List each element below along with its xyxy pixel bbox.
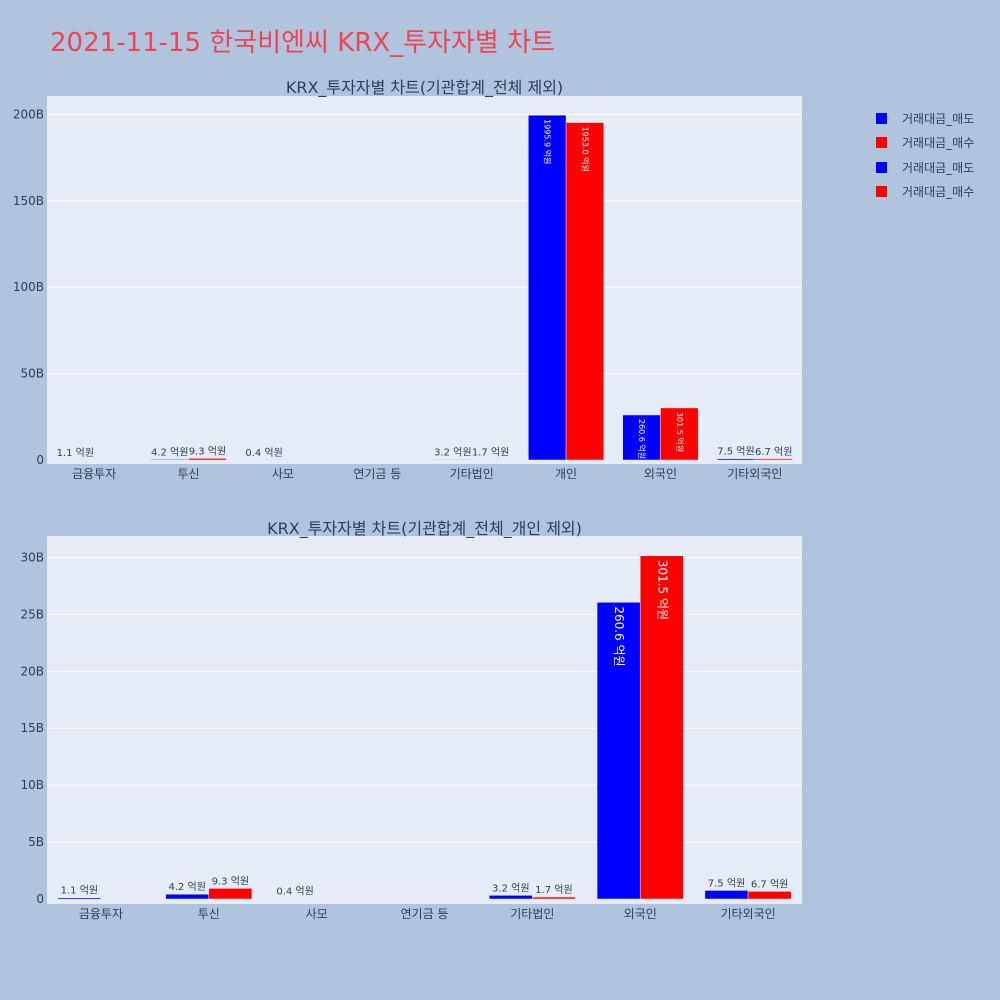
bar — [528, 114, 567, 461]
bar — [532, 896, 576, 900]
x-tick-label: 금융투자 — [72, 467, 116, 481]
y-tick-label: 15B — [20, 721, 44, 735]
bar — [704, 890, 749, 900]
y-tick-label: 0 — [36, 453, 44, 467]
bar — [716, 458, 756, 461]
data-label: 260.6 억원 — [637, 419, 647, 459]
page-title: 2021-11-15 한국비엔씨 KRX_투자자별 차트 — [50, 28, 555, 58]
data-label: 260.6 억원 — [612, 606, 626, 666]
bar — [150, 459, 189, 461]
bar — [660, 407, 699, 461]
data-label: 7.5 억원 — [717, 446, 754, 458]
data-label: 6.7 억원 — [751, 878, 788, 890]
data-label: 7.5 억원 — [708, 877, 745, 889]
x-tick-label: 기타외국인 — [720, 907, 775, 921]
y-tick-label: 25B — [20, 607, 44, 621]
legend-item[interactable]: 거래대금_매수 — [876, 131, 974, 156]
data-label: 0.4 억원 — [245, 447, 282, 459]
bar — [188, 458, 227, 461]
legend-label: 거래대금_매수 — [902, 185, 975, 200]
y-tick-label: 5B — [28, 835, 44, 849]
plot-background — [47, 536, 802, 904]
x-tick-label: 외국인 — [644, 467, 677, 481]
data-label: 301.5 억원 — [655, 560, 669, 620]
x-tick-label: 연기금 등 — [401, 907, 449, 921]
legend-label: 거래대금_매수 — [902, 136, 975, 151]
data-label: 1.1 억원 — [61, 885, 98, 897]
legend: 거래대금_매도 거래대금_매수 거래대금_매도 거래대금_매수 — [876, 106, 974, 204]
bar — [639, 555, 684, 900]
legend-swatch-sell — [876, 161, 887, 173]
data-label: 6.7 억원 — [755, 446, 792, 458]
legend-label: 거래대금_매도 — [902, 111, 975, 126]
data-label: 3.2 억원 — [492, 882, 529, 894]
data-label: 9.3 억원 — [189, 445, 226, 457]
y-tick-label: 20B — [20, 664, 44, 678]
bar — [565, 122, 605, 461]
legend-swatch-sell — [876, 112, 887, 124]
subplot-title: KRX_투자자별 차트(기관합계_전체_개인 제외) — [267, 519, 582, 539]
y-tick-label: 150B — [13, 194, 44, 208]
y-tick-label: 200B — [13, 107, 44, 121]
bar — [488, 895, 533, 900]
x-tick-label: 개인 — [555, 467, 577, 481]
data-label: 1995.9 억원 — [543, 119, 553, 164]
bar — [747, 891, 792, 900]
x-tick-label: 외국인 — [624, 907, 657, 921]
y-tick-label: 50B — [20, 367, 44, 381]
legend-swatch-buy — [876, 186, 887, 198]
plot-background — [47, 96, 802, 464]
bar — [208, 888, 253, 900]
y-tick-label: 100B — [13, 280, 44, 294]
data-label: 9.3 억원 — [212, 875, 249, 887]
x-tick-label: 사모 — [272, 467, 294, 481]
data-label: 1.1 억원 — [57, 447, 94, 459]
bar — [57, 897, 102, 900]
y-tick-label: 30B — [20, 550, 44, 564]
legend-item[interactable]: 거래대금_매도 — [876, 106, 974, 131]
x-tick-label: 연기금 등 — [353, 467, 401, 481]
data-label: 0.4 억원 — [276, 886, 313, 898]
legend-label: 거래대금_매도 — [902, 160, 975, 175]
x-tick-label: 기타외국인 — [727, 467, 782, 481]
x-tick-label: 사모 — [306, 907, 328, 921]
legend-item[interactable]: 거래대금_매도 — [876, 155, 974, 180]
data-label: 4.2 억원 — [151, 446, 188, 458]
x-tick-label: 기타법인 — [510, 907, 554, 921]
data-label: 301.5 억원 — [675, 412, 685, 452]
bar — [433, 459, 472, 461]
data-label: 1.7 억원 — [472, 447, 509, 459]
legend-swatch-buy — [876, 137, 887, 149]
subplot-title: KRX_투자자별 차트(기관합계_전체 제외) — [286, 78, 563, 98]
x-tick-label: 투신 — [178, 467, 200, 481]
bar — [596, 602, 641, 900]
data-label: 4.2 억원 — [168, 881, 205, 893]
data-label: 1.7 억원 — [535, 884, 572, 896]
x-tick-label: 기타법인 — [450, 467, 494, 481]
x-tick-label: 금융투자 — [79, 907, 123, 921]
bar — [165, 893, 210, 900]
y-tick-label: 0 — [36, 892, 44, 906]
data-label: 1953.0 억원 — [580, 127, 590, 172]
bar — [754, 458, 793, 461]
data-label: 3.2 억원 — [434, 446, 471, 458]
legend-item[interactable]: 거래대금_매수 — [876, 180, 974, 205]
x-tick-label: 투신 — [198, 907, 220, 921]
y-tick-label: 10B — [20, 778, 44, 792]
